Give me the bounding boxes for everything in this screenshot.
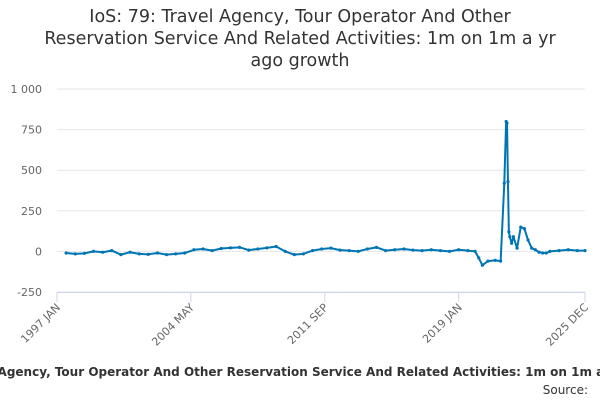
data-point bbox=[146, 252, 150, 256]
y-axis: 1 000 750 500 250 0 -250 bbox=[11, 83, 43, 299]
x-tick-label: 2019 JAN bbox=[420, 301, 465, 346]
data-point bbox=[420, 248, 424, 253]
data-point bbox=[64, 251, 68, 255]
series-line bbox=[66, 120, 585, 267]
data-point bbox=[237, 245, 242, 249]
data-point bbox=[301, 252, 306, 256]
y-tick-label: 0 bbox=[35, 245, 42, 258]
data-point bbox=[256, 247, 260, 251]
data-point bbox=[502, 181, 506, 185]
data-point bbox=[82, 251, 86, 255]
data-point bbox=[533, 248, 537, 252]
data-point bbox=[201, 247, 205, 251]
chart-title-line-1: IoS: 79: Travel Agency, Tour Operator An… bbox=[89, 7, 511, 27]
data-point bbox=[493, 258, 497, 262]
data-point bbox=[228, 246, 233, 250]
data-point bbox=[429, 248, 433, 252]
data-point bbox=[174, 252, 178, 256]
data-point bbox=[505, 121, 509, 125]
data-point bbox=[530, 246, 534, 250]
data-point bbox=[347, 248, 351, 253]
legend-text: IoS: 79: Travel Agency, Tour Operator An… bbox=[0, 365, 600, 379]
data-point bbox=[480, 263, 484, 267]
data-point bbox=[356, 249, 360, 253]
data-point bbox=[110, 248, 114, 253]
data-point bbox=[510, 241, 514, 245]
data-point bbox=[566, 248, 570, 252]
data-point bbox=[515, 246, 519, 250]
y-tick-label: 1 000 bbox=[11, 83, 43, 96]
data-point bbox=[137, 252, 141, 256]
chart-title-line-2: Reservation Service And Related Activiti… bbox=[44, 29, 556, 49]
data-point bbox=[210, 248, 214, 253]
x-tick-label: 2011 SEP bbox=[285, 301, 331, 347]
data-point bbox=[537, 250, 541, 254]
data-point bbox=[477, 256, 481, 260]
data-point bbox=[583, 248, 587, 253]
y-tick-label: -250 bbox=[17, 286, 42, 299]
data-point bbox=[541, 251, 545, 255]
data-point bbox=[283, 249, 287, 253]
data-point bbox=[183, 251, 187, 255]
data-point bbox=[365, 247, 369, 251]
data-point bbox=[265, 246, 269, 250]
data-point bbox=[128, 250, 132, 254]
data-point bbox=[219, 246, 223, 251]
data-point bbox=[338, 248, 342, 252]
data-point bbox=[544, 251, 548, 255]
chart-title: IoS: 79: Travel Agency, Tour Operator An… bbox=[44, 7, 556, 71]
chart-title-line-3: ago growth bbox=[251, 51, 350, 71]
data-point bbox=[101, 250, 105, 254]
data-point bbox=[508, 235, 512, 239]
data-point bbox=[506, 179, 510, 184]
data-point bbox=[374, 245, 379, 249]
data-point bbox=[311, 248, 315, 253]
data-point bbox=[447, 249, 452, 253]
data-point bbox=[384, 248, 388, 253]
data-point bbox=[119, 253, 123, 257]
y-tick-label: 250 bbox=[21, 205, 42, 218]
x-axis: 1997 JAN 2004 MAY 2011 SEP 2019 JAN 2025 DEC bbox=[18, 292, 591, 349]
x-tick-label: 2025 DEC bbox=[543, 301, 591, 349]
gridlines bbox=[57, 88, 585, 293]
source-label: Source: bbox=[543, 383, 588, 397]
data-point bbox=[507, 230, 511, 234]
data-point bbox=[557, 248, 561, 253]
data-point bbox=[155, 251, 160, 255]
data-point bbox=[274, 244, 278, 249]
x-tick-label: 2004 MAY bbox=[149, 301, 197, 349]
data-point bbox=[91, 249, 96, 253]
data-point bbox=[473, 249, 477, 253]
data-point bbox=[192, 248, 196, 252]
data-point bbox=[164, 253, 169, 257]
data-point bbox=[320, 247, 324, 251]
data-point bbox=[486, 259, 490, 263]
data-point bbox=[548, 249, 552, 253]
data-point bbox=[73, 252, 77, 256]
data-point bbox=[519, 225, 523, 229]
data-point bbox=[575, 248, 579, 253]
data-point bbox=[511, 235, 516, 239]
series-group bbox=[64, 119, 587, 267]
data-point bbox=[522, 227, 526, 231]
data-point bbox=[499, 259, 503, 263]
data-point bbox=[466, 248, 470, 253]
data-point bbox=[402, 247, 406, 251]
data-point bbox=[292, 253, 296, 257]
data-point bbox=[438, 248, 442, 253]
data-point bbox=[457, 248, 461, 252]
data-point bbox=[411, 248, 415, 252]
data-point bbox=[247, 248, 251, 252]
y-tick-label: 750 bbox=[21, 124, 42, 137]
y-tick-label: 500 bbox=[21, 164, 42, 177]
x-tick-label: 1997 JAN bbox=[18, 301, 63, 346]
data-point bbox=[329, 246, 333, 250]
data-point bbox=[393, 248, 397, 252]
data-point bbox=[526, 238, 530, 242]
